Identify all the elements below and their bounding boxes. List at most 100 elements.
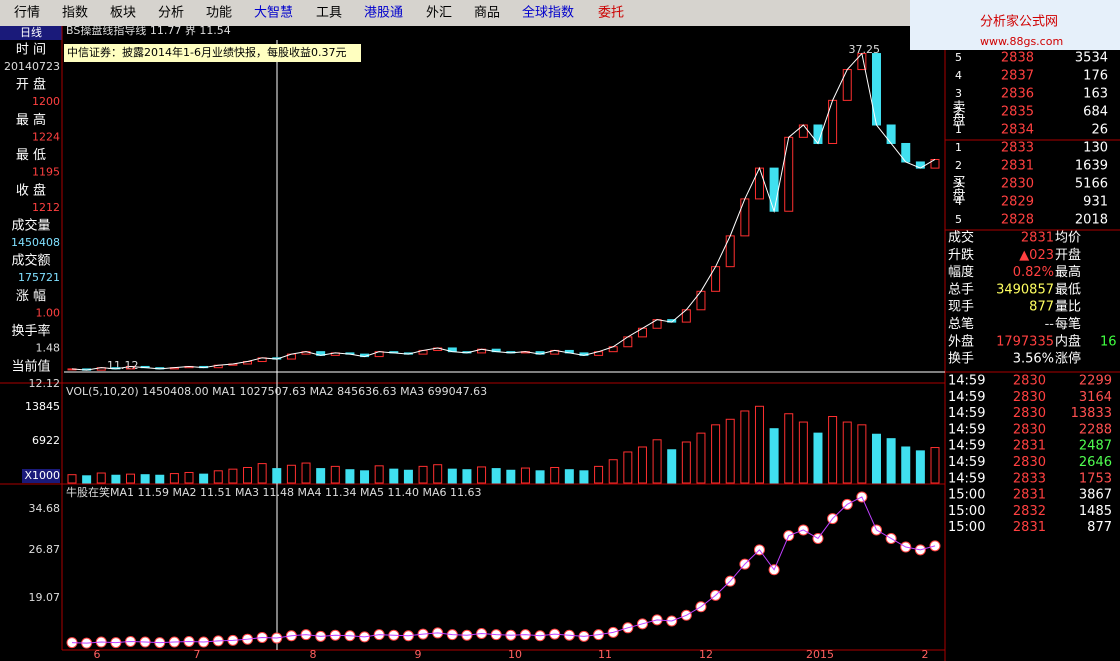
volume-bar [637, 446, 647, 484]
volume-bar [433, 464, 443, 484]
volume-bar [477, 466, 487, 484]
tick-volume: 2487 [1079, 439, 1112, 454]
volume-bar [126, 473, 136, 484]
level: 4 [955, 195, 962, 208]
axis-label: 34.68 [29, 502, 61, 515]
stat-value: ▲023 [1019, 248, 1054, 263]
volume: 26 [1091, 123, 1108, 138]
volume-bar [243, 466, 253, 484]
field-label: 最 高 [16, 112, 46, 128]
menu-item[interactable]: 工具 [316, 6, 342, 21]
tick-price: 2831 [1013, 488, 1046, 503]
volume-bar [901, 446, 911, 484]
volume-bar [228, 468, 238, 484]
menu-item[interactable]: 港股通 [364, 6, 403, 21]
stat-value: 3490857 [996, 282, 1054, 297]
volume: 130 [1083, 141, 1108, 156]
field-label: 成交量 [11, 218, 50, 234]
stat-label: 涨停 [1055, 351, 1081, 367]
tick-volume: 2288 [1079, 422, 1112, 437]
stat-label: 量比 [1055, 300, 1081, 315]
field-label: 收 盘 [16, 182, 46, 198]
axis-label: 19.07 [29, 591, 61, 604]
brand-url: www.88gs.com [980, 35, 1063, 48]
stat-label: 幅度 [948, 264, 974, 280]
volume-bar [140, 474, 150, 484]
x-label: 7 [194, 648, 201, 661]
axis-box [22, 469, 60, 483]
price: 2836 [1001, 87, 1034, 102]
volume-bar [272, 468, 282, 484]
volume-bar [696, 432, 706, 484]
volume-bar [520, 467, 530, 484]
volume-bar [374, 465, 384, 484]
volume: 3534 [1075, 51, 1108, 66]
volume-bar [754, 405, 764, 484]
volume-bar [389, 468, 399, 484]
volume-bar [403, 469, 413, 484]
field-label: 涨 幅 [16, 289, 46, 304]
sell-label: 卖盘 [950, 100, 966, 126]
x-label: 2015 [806, 648, 834, 661]
menu-item[interactable]: 板块 [110, 6, 136, 21]
x-label: 9 [415, 648, 422, 661]
volume: 176 [1083, 69, 1108, 84]
volume-bar [930, 447, 940, 484]
volume-bar [711, 424, 721, 484]
menu-item[interactable]: 分析 [158, 6, 184, 21]
stat-value: -- [1045, 317, 1055, 332]
axis-label: X1000 [24, 469, 60, 482]
x-label: 8 [310, 648, 317, 661]
x-label: 6 [94, 648, 101, 661]
level: 5 [955, 213, 962, 226]
volume-bar [213, 470, 223, 484]
volume: 1639 [1075, 159, 1108, 174]
volume-bar [199, 473, 209, 484]
tick-price: 2830 [1013, 390, 1046, 405]
stat-label: 换手 [948, 352, 974, 367]
tick-time: 14:59 [948, 390, 985, 405]
low-label: 11.12 [107, 359, 139, 372]
field-value: 1195 [32, 166, 60, 179]
tick-time: 15:00 [948, 520, 985, 535]
volume-bar [740, 410, 750, 484]
x-label: 10 [508, 648, 522, 661]
level: 1 [955, 141, 962, 154]
tick-volume: 3164 [1079, 390, 1112, 405]
stat-label: 每笔 [1055, 316, 1081, 332]
volume-bar [652, 439, 662, 484]
field-label: 最 低 [16, 148, 46, 163]
volume-bar [184, 471, 194, 484]
brand-area [910, 0, 1120, 50]
field-label: 时 间 [16, 43, 46, 58]
left-title: 日线 [20, 25, 42, 39]
brand-name: 分析家公式网 [980, 14, 1058, 30]
menu-item[interactable]: 大智慧 [254, 5, 293, 21]
volume-bar [828, 416, 838, 484]
price: 2829 [1001, 195, 1034, 210]
volume-bar [67, 474, 77, 484]
volume-bar [111, 474, 121, 484]
volume-bar [623, 451, 633, 484]
menu-item[interactable]: 商品 [474, 6, 500, 21]
stat-value: 3.56% [1013, 352, 1054, 367]
tick-price: 2830 [1013, 374, 1046, 389]
tick-time: 14:59 [948, 471, 985, 486]
stat-label: 最低 [1055, 282, 1081, 297]
menu-item[interactable]: 行情 [14, 6, 40, 21]
menu-item[interactable]: 功能 [206, 6, 232, 21]
field-value: 1.48 [36, 342, 61, 355]
menu-item[interactable]: 全球指数 [522, 5, 574, 21]
volume-bar [491, 468, 501, 484]
tick-volume: 1485 [1079, 504, 1112, 519]
candle [769, 167, 779, 212]
level: 3 [955, 177, 962, 190]
menu-item[interactable]: 指数 [62, 6, 88, 21]
menu-item[interactable]: 委托 [598, 6, 624, 21]
price: 2828 [1001, 213, 1034, 228]
volume-bar [608, 459, 618, 484]
menu-item[interactable]: 外汇 [426, 6, 452, 21]
volume-bar [813, 432, 823, 484]
price: 2833 [1001, 141, 1034, 156]
stat-label: 现手 [948, 300, 974, 315]
